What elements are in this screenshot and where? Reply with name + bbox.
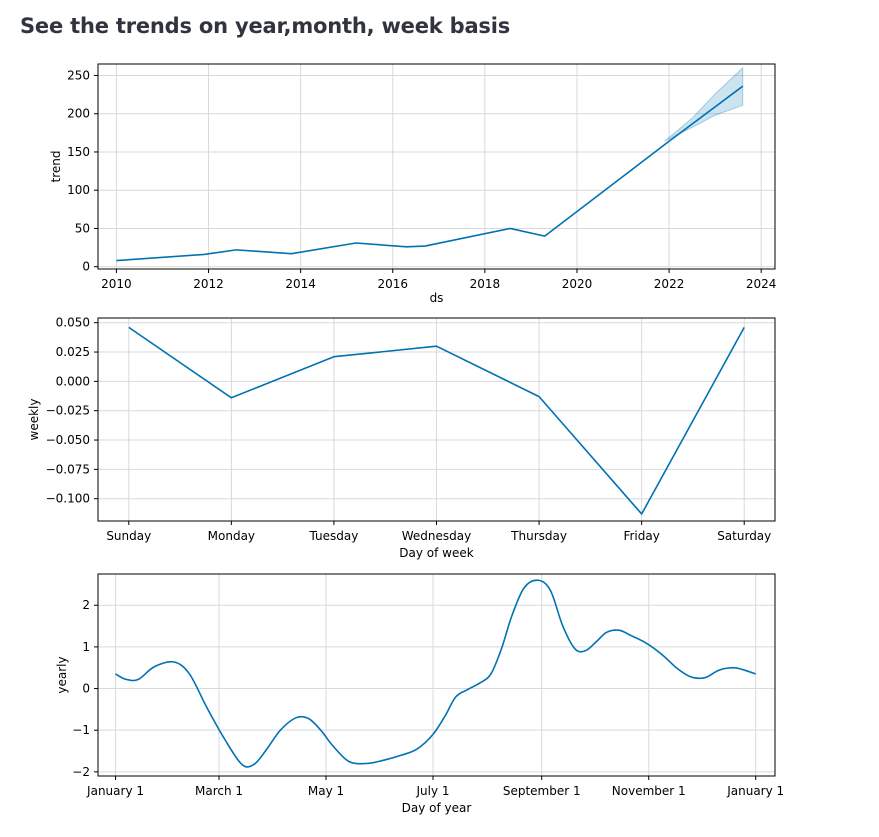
trend-ytick-label: 150	[67, 145, 90, 159]
weekly-ytick-label: −0.050	[46, 433, 90, 447]
page-title: See the trends on year,month, week basis	[20, 14, 511, 38]
trend-xtick-label: 2012	[193, 277, 224, 291]
weekly-xtick-label: Monday	[208, 529, 255, 543]
trend-xtick-label: 2010	[101, 277, 132, 291]
trend-axes-frame	[97, 63, 776, 270]
weekly-ytick-label: −0.025	[46, 404, 90, 418]
trend-ytick-label: 0	[82, 260, 90, 274]
trend-xtick-label: 2020	[562, 277, 593, 291]
yearly-ytick-label: 0	[82, 682, 90, 696]
weekly-xtick-label: Sunday	[106, 529, 151, 543]
yearly-ytick-label: 2	[82, 598, 90, 612]
weekly-ytick-label: 0.000	[56, 374, 90, 388]
trend-series-line	[116, 85, 744, 262]
yearly-axes-frame	[97, 573, 776, 777]
trend-yaxis-label: trend	[49, 151, 63, 183]
uncertainty-band	[664, 66, 744, 142]
yearly-xtick-label: November 1	[612, 784, 686, 798]
weekly-xtick-label: Thursday	[510, 529, 567, 543]
weekly-ytick-label: 0.050	[56, 316, 90, 330]
yearly-yaxis-label: yearly	[55, 656, 69, 693]
yearly-xtick-label: September 1	[503, 784, 581, 798]
yearly-xtick-label: January 1	[86, 784, 144, 798]
yearly-ytick-label: −1	[72, 723, 90, 737]
trend-ytick-label: 50	[75, 221, 90, 235]
weekly-xtick-label: Tuesday	[309, 529, 359, 543]
trend-panel: 2010 2012 2014 2016 2018 2020 2022 2024 0 50 100 15…	[49, 63, 777, 305]
yearly-xtick-label: March 1	[195, 784, 243, 798]
trend-ytick-label: 100	[67, 183, 90, 197]
weekly-xaxis-label: Day of week	[399, 546, 473, 560]
trend-xtick-label: 2016	[377, 277, 408, 291]
yearly-xtick-label: May 1	[308, 784, 344, 798]
weekly-panel: Sunday Monday Tuesday Wednesday Thursday Frid…	[27, 316, 776, 560]
weekly-ytick-label: 0.025	[56, 345, 90, 359]
trend-xtick-label: 2014	[285, 277, 316, 291]
weekly-ytick-label: −0.100	[46, 492, 90, 506]
weekly-xtick-label: Saturday	[717, 529, 771, 543]
yearly-xaxis-label: Day of year	[402, 801, 472, 815]
weekly-xtick-label: Friday	[623, 529, 659, 543]
yearly-ytick-label: 1	[82, 640, 90, 654]
trend-xtick-label: 2022	[654, 277, 685, 291]
trend-ytick-label: 200	[67, 107, 90, 121]
trend-xtick-label: 2018	[470, 277, 501, 291]
weekly-ytick-label: −0.075	[46, 462, 90, 476]
yearly-panel: January 1 March 1 May 1 July 1 September 1 No…	[55, 573, 784, 815]
weekly-series-line	[128, 326, 745, 515]
yearly-xtick-label: July 1	[415, 784, 449, 798]
trend-xtick-label: 2024	[746, 277, 777, 291]
weekly-yaxis-label: weekly	[27, 399, 41, 441]
yearly-series-line	[115, 579, 756, 768]
trend-ytick-label: 250	[67, 68, 90, 82]
yearly-xtick-label: January 1	[726, 784, 784, 798]
trend-xaxis-label: ds	[430, 291, 444, 305]
weekly-xtick-label: Wednesday	[402, 529, 471, 543]
yearly-ytick-label: −2	[72, 765, 90, 779]
